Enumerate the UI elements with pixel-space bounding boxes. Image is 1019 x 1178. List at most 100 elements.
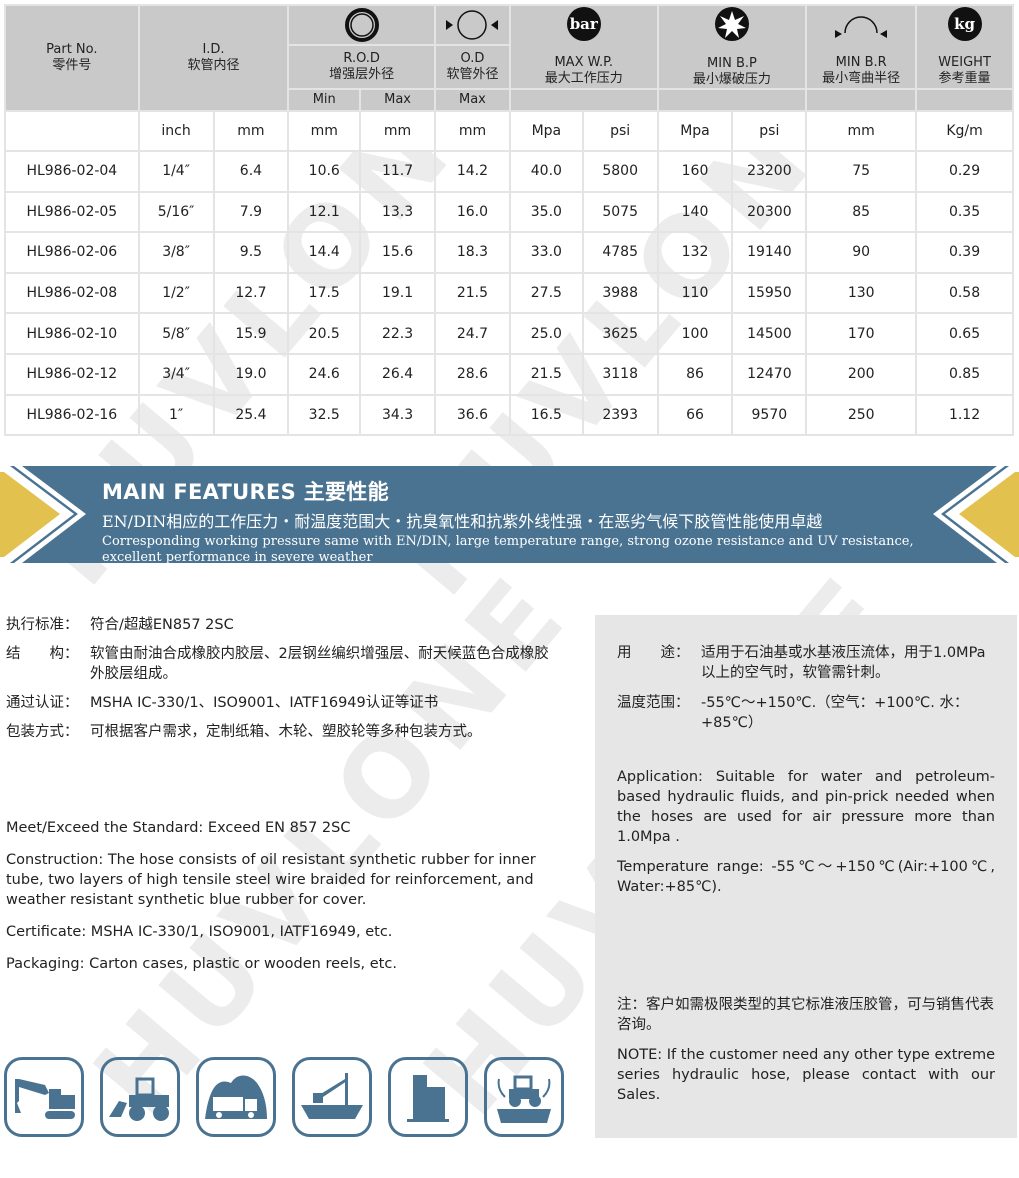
value-cell: 0.39 [915,231,1014,274]
value-cell: 1.12 [915,393,1014,437]
value-cell: 3118 [581,352,659,396]
table-row: HL986-02-04 1/4″ 6.4 10.6 11.7 14.2 40.0 5800 16… [4,150,1014,193]
unit-cell: inch [137,110,215,152]
application-panel: 用 途： 适用于石油基或水基液压流体，用于1.0MPa以上的空气时，软管需针刺。 … [595,615,1017,1138]
value-cell: 1/4″ [137,150,215,193]
value-cell: 14.2 [433,150,511,193]
text: MSHA IC-330/1、ISO9001、IATF16949认证等证书 [90,695,439,711]
value-cell: 250 [805,393,918,437]
rod-icon [287,4,436,46]
main-features-banner: MAIN FEATURES 主要性能 EN/DIN相应的工作压力・耐温度范围大・… [0,466,1019,565]
header-max-wp: bar MAX W.P. 最大工作压力 [508,4,659,90]
spec-packaging-cn: 包装方式： 可根据客户需求，定制纸箱、木轮、塑胶轮等多种包装方式。 [6,722,571,742]
units-row: inch mm mm mm mm Mpa psi Mpa psi mm Kg/m [4,110,1014,152]
value-cell: 12.7 [212,271,290,315]
unit-cell: Mpa [508,110,584,152]
unit-cell: Kg/m [915,110,1014,152]
spec-standard-cn: 执行标准： 符合/超越EN857 2SC [6,615,571,635]
value-cell: 36.6 [433,393,511,437]
value-cell: 32.5 [287,393,362,437]
value-cell: 0.58 [915,271,1014,315]
value-cell: 0.85 [915,352,1014,396]
value-cell: 26.4 [359,352,436,396]
value-cell: 24.7 [433,312,511,355]
unit-cell: psi [731,110,808,152]
unit-cell: mm [212,110,290,152]
value-cell: 40.0 [508,150,584,193]
value-cell: 12.1 [287,190,362,234]
value-cell: 25.4 [212,393,290,437]
value-cell: 19.1 [359,271,436,315]
tractor-agriculture-icon [484,1057,564,1137]
part-number-cell: HL986-02-12 [4,352,140,396]
value-cell: 34.3 [359,393,436,437]
header-weight: kg WEIGHT 参考重量 [915,4,1014,90]
part-number-cell: HL986-02-04 [4,150,140,193]
value-cell: 7.9 [212,190,290,234]
value-cell: 3/8″ [137,231,215,274]
label: 包装方式： [6,724,79,740]
value-cell: 19.0 [212,352,290,396]
application-en: Application: Suitable for water and petr… [617,769,995,845]
value-cell: 140 [656,190,734,234]
value-cell: 16.0 [433,190,511,234]
banner-title: MAIN FEATURES 主要性能 [102,480,389,504]
building-icon [388,1057,468,1137]
od-icon [433,4,511,46]
table-row: HL986-02-16 1″ 25.4 32.5 34.3 36.6 16.5 2393 66 9… [4,393,1014,437]
spec-construction-cn: 结 构： 软管由耐油合成橡胶内胶层、2层钢丝编织增强层、耐天候蓝色合成橡胶外胶层组… [6,644,561,684]
label: 执行标准： [6,617,79,633]
part-number-cell: HL986-02-16 [4,393,140,437]
label: 温度范围： [617,695,690,711]
label: 通过认证： [6,695,79,711]
value-cell: 0.35 [915,190,1014,234]
value-cell: 3/4″ [137,352,215,396]
excavator-icon [4,1057,84,1137]
value-cell: 1″ [137,393,215,437]
value-cell: 86 [656,352,734,396]
mining-truck-icon [196,1057,276,1137]
banner-en: Corresponding working pressure same with… [102,534,914,565]
value-cell: 85 [805,190,918,234]
value-cell: 22.3 [359,312,436,355]
value-cell: 3625 [581,312,659,355]
value-cell: 20.5 [287,312,362,355]
value-cell: 5/16″ [137,190,215,234]
unit-cell: mm [287,110,362,152]
table-row: HL986-02-06 3/8″ 9.5 14.4 15.6 18.3 33.0 4785 13… [4,231,1014,274]
value-cell: 170 [805,312,918,355]
header-od-max: Max [433,88,511,112]
table-row: HL986-02-12 3/4″ 19.0 24.6 26.4 28.6 21.5 3118 8… [4,352,1014,396]
application-icons [4,1057,564,1137]
header-rod: R.O.D 增强层外径 [287,44,436,90]
bar-icon: bar [566,7,601,41]
unit-cell: mm [805,110,918,152]
table-body: HL986-02-04 1/4″ 6.4 10.6 11.7 14.2 40.0 5800 16… [4,150,1014,437]
note-en: NOTE: If the customer need any other typ… [617,1047,995,1103]
value-cell: 12470 [731,352,808,396]
part-number-cell: HL986-02-06 [4,231,140,274]
value-cell: 130 [805,271,918,315]
spec-packaging-en: Packaging: Carton cases, plastic or wood… [6,956,397,972]
temp-cn: 温度范围： -55℃～+150℃.（空气：+100℃. 水：+85℃） [617,693,995,733]
table-row: HL986-02-10 5/8″ 15.9 20.5 22.3 24.7 25.0 3625 1… [4,312,1014,355]
value-cell: 2393 [581,393,659,437]
value-cell: 0.29 [915,150,1014,193]
note-cn: 注：客户如需极限类型的其它标准液压胶管，可与销售代表咨询。 [617,997,994,1033]
value-cell: 66 [656,393,734,437]
value-cell: 110 [656,271,734,315]
unit-cell [4,110,140,152]
unit-cell: mm [433,110,511,152]
label: 用 途： [617,645,690,661]
temperature-en: Temperature range: -55℃～+150℃(Air:+100℃,… [617,859,995,895]
ship-crane-icon [292,1057,372,1137]
part-number-cell: HL986-02-05 [4,190,140,234]
header-rod-max: Max [359,88,436,112]
value-cell: 11.7 [359,150,436,193]
spec-certificate-cn: 通过认证： MSHA IC-330/1、ISO9001、IATF16949认证等证… [6,693,571,713]
wheel-loader-icon [100,1057,180,1137]
banner-cn: EN/DIN相应的工作压力・耐温度范围大・抗臭氧性和抗紫外线性强・在恶劣气候下胶… [102,512,823,531]
header-rod-min: Min [287,88,362,112]
value-cell: 16.5 [508,393,584,437]
value-cell: 15.9 [212,312,290,355]
